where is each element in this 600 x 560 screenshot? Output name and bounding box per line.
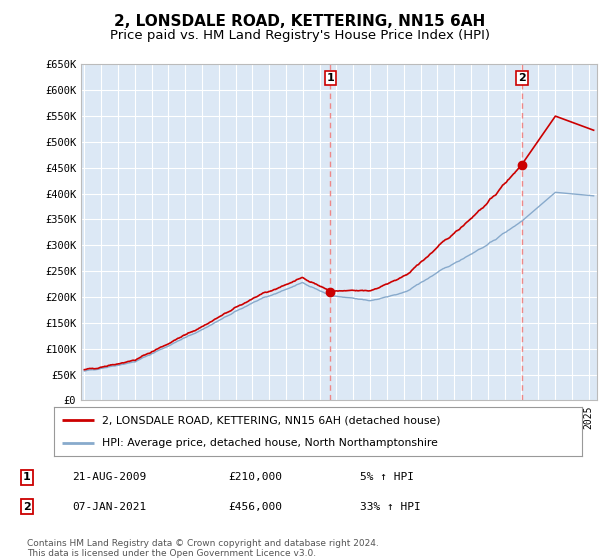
Text: 21-AUG-2009: 21-AUG-2009: [72, 472, 146, 482]
Text: 5% ↑ HPI: 5% ↑ HPI: [360, 472, 414, 482]
Text: £456,000: £456,000: [228, 502, 282, 512]
Text: 1: 1: [326, 73, 334, 83]
Text: 2: 2: [518, 73, 526, 83]
Text: 33% ↑ HPI: 33% ↑ HPI: [360, 502, 421, 512]
Text: Contains HM Land Registry data © Crown copyright and database right 2024.
This d: Contains HM Land Registry data © Crown c…: [27, 539, 379, 558]
Text: 1: 1: [23, 472, 31, 482]
Text: £210,000: £210,000: [228, 472, 282, 482]
Text: HPI: Average price, detached house, North Northamptonshire: HPI: Average price, detached house, Nort…: [101, 438, 437, 448]
Text: 2: 2: [23, 502, 31, 512]
Text: 2, LONSDALE ROAD, KETTERING, NN15 6AH (detached house): 2, LONSDALE ROAD, KETTERING, NN15 6AH (d…: [101, 416, 440, 426]
Text: Price paid vs. HM Land Registry's House Price Index (HPI): Price paid vs. HM Land Registry's House …: [110, 29, 490, 42]
Text: 07-JAN-2021: 07-JAN-2021: [72, 502, 146, 512]
Text: 2, LONSDALE ROAD, KETTERING, NN15 6AH: 2, LONSDALE ROAD, KETTERING, NN15 6AH: [115, 14, 485, 29]
